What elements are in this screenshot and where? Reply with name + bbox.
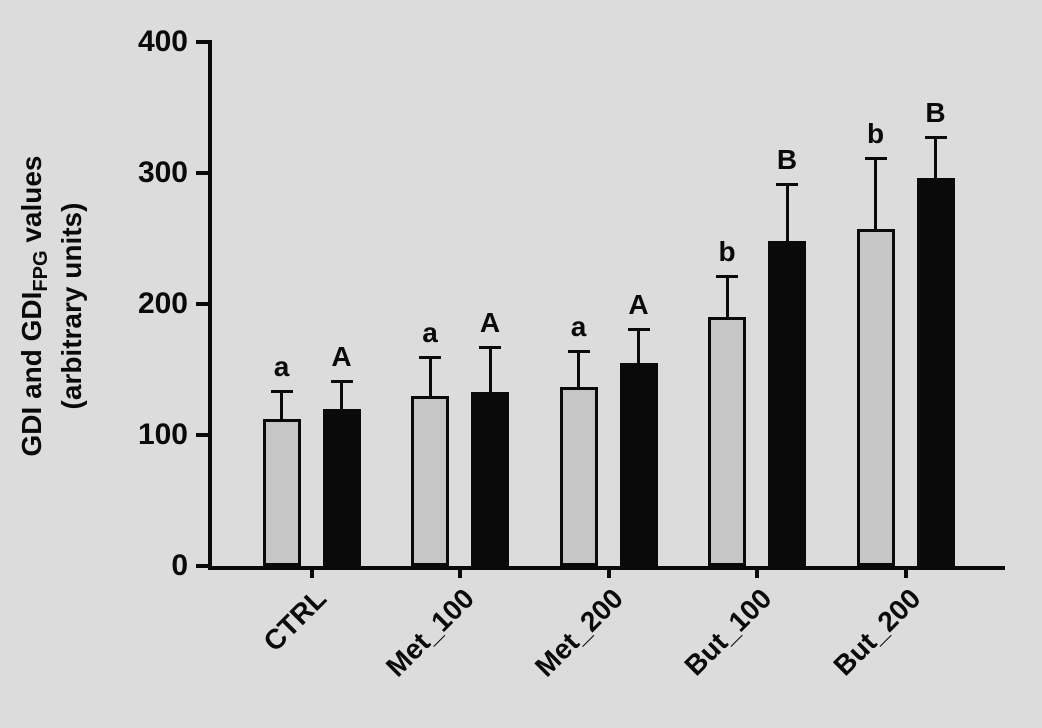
- error-bar-cap: [479, 345, 501, 349]
- error-bar-cap: [776, 183, 798, 187]
- y-tick-label: 400: [137, 25, 188, 58]
- bar-gdi-fpg: [768, 241, 806, 566]
- bar-gdi-fpg: [471, 391, 509, 566]
- significance-letter: a: [422, 317, 438, 349]
- bar-gdi: [559, 386, 598, 566]
- bar-column-gdi: a: [262, 42, 301, 566]
- error-bar-cap: [716, 275, 738, 279]
- x-tick: [904, 566, 908, 578]
- error-bar-cap: [419, 356, 441, 360]
- significance-letter: b: [866, 118, 885, 150]
- x-axis-label: But_100: [678, 582, 778, 682]
- x-axis-label: CTRL: [257, 582, 333, 658]
- y-tick: [196, 171, 212, 175]
- y-tick: [196, 302, 212, 306]
- y-axis-title: GDI and GDIFPG values (arbitrary units): [14, 156, 90, 457]
- y-tick-label: 0: [171, 549, 188, 582]
- bar-column-gdi: a: [411, 42, 449, 566]
- x-axis-label: But_200: [827, 582, 927, 682]
- y-axis-title-line1: GDI and GDIFPG values: [14, 156, 54, 457]
- error-bar: [577, 349, 580, 387]
- bar-gdi: [708, 317, 746, 566]
- error-bar-cap: [864, 157, 887, 161]
- y-axis-title-text: GDI and GDI: [15, 291, 47, 457]
- y-tick: [196, 433, 212, 437]
- bar-gdi: [411, 395, 449, 566]
- error-bar: [280, 390, 283, 420]
- error-bar-cap: [330, 379, 353, 383]
- error-bar: [785, 183, 789, 242]
- error-bar-cap: [567, 349, 590, 353]
- bar-column-gdi-fpg: A: [471, 42, 509, 566]
- bar-column-gdi-fpg: B: [768, 42, 806, 566]
- bar-column-gdi: a: [559, 42, 598, 566]
- error-bar-cap: [627, 327, 650, 331]
- x-tick: [458, 566, 462, 578]
- bar-column-gdi-fpg: B: [916, 42, 955, 566]
- bar-column-gdi-fpg: A: [619, 42, 658, 566]
- error-bar: [340, 380, 343, 409]
- significance-letter: b: [718, 236, 736, 268]
- significance-letter: A: [331, 340, 352, 372]
- y-axis-title-text-2: values: [15, 155, 47, 251]
- error-bar: [725, 275, 729, 318]
- significance-letter: A: [628, 288, 649, 320]
- significance-letter: a: [570, 310, 587, 342]
- bar-column-gdi-fpg: A: [322, 42, 361, 566]
- y-tick: [196, 40, 212, 44]
- x-tick: [310, 566, 314, 578]
- x-axis-label: Met_100: [380, 582, 481, 683]
- bar-column-gdi: b: [856, 42, 895, 566]
- error-bar: [428, 356, 432, 396]
- x-axis-label: Met_200: [529, 582, 630, 683]
- y-axis-title-line2: (arbitrary units): [55, 202, 87, 410]
- x-tick: [755, 566, 759, 578]
- error-bar-cap: [270, 390, 293, 394]
- bar-gdi: [856, 229, 895, 566]
- bar-gdi: [262, 419, 301, 566]
- bar-gdi-fpg: [619, 362, 658, 566]
- y-tick: [196, 564, 212, 568]
- bar-column-gdi: b: [708, 42, 746, 566]
- y-axis-title-subscript: FPG: [29, 250, 52, 292]
- bar-gdi-fpg: [916, 178, 955, 566]
- bar-gdi-fpg: [322, 408, 361, 566]
- significance-letter: A: [479, 306, 501, 338]
- significance-letter: B: [776, 144, 798, 176]
- significance-letter: a: [273, 351, 290, 383]
- y-tick-label: 100: [137, 418, 188, 451]
- y-tick-label: 200: [137, 287, 188, 320]
- error-bar-cap: [924, 136, 947, 140]
- x-tick: [607, 566, 611, 578]
- error-bar: [488, 345, 492, 392]
- error-bar: [874, 157, 877, 230]
- error-bar: [637, 327, 640, 363]
- significance-letter: B: [925, 97, 946, 129]
- error-bar: [934, 136, 937, 179]
- y-tick-label: 300: [137, 156, 188, 189]
